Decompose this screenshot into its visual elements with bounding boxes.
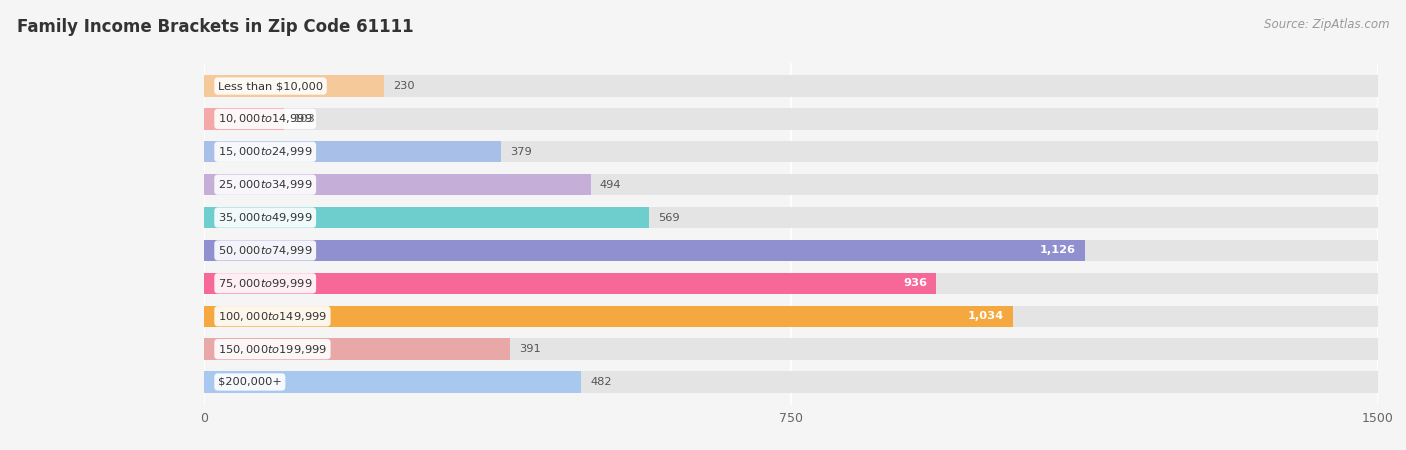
Text: $15,000 to $24,999: $15,000 to $24,999 [218, 145, 312, 158]
Text: 379: 379 [510, 147, 531, 157]
Bar [204, 306, 1014, 327]
Text: $200,000+: $200,000+ [218, 377, 281, 387]
Text: 1,126: 1,126 [1040, 245, 1076, 256]
Text: 936: 936 [903, 279, 927, 288]
Text: $35,000 to $49,999: $35,000 to $49,999 [218, 211, 312, 224]
Bar [204, 338, 1378, 360]
Text: 569: 569 [658, 212, 681, 223]
Bar [204, 108, 1378, 130]
Text: 1,034: 1,034 [967, 311, 1004, 321]
Text: $50,000 to $74,999: $50,000 to $74,999 [218, 244, 312, 257]
Text: 391: 391 [519, 344, 541, 354]
Bar [204, 174, 591, 195]
Text: $10,000 to $14,999: $10,000 to $14,999 [218, 112, 312, 126]
Bar [204, 306, 1378, 327]
Bar [204, 174, 1378, 195]
Text: Family Income Brackets in Zip Code 61111: Family Income Brackets in Zip Code 61111 [17, 18, 413, 36]
Bar [204, 240, 1378, 261]
Text: $75,000 to $99,999: $75,000 to $99,999 [218, 277, 312, 290]
Text: Less than $10,000: Less than $10,000 [218, 81, 323, 91]
Text: $100,000 to $149,999: $100,000 to $149,999 [218, 310, 328, 323]
Bar [204, 75, 384, 97]
Text: $150,000 to $199,999: $150,000 to $199,999 [218, 342, 328, 356]
Bar [204, 207, 1378, 228]
Bar [204, 273, 936, 294]
Bar [204, 141, 1378, 162]
Text: 230: 230 [394, 81, 415, 91]
Bar [204, 371, 1378, 393]
Text: 103: 103 [294, 114, 315, 124]
Bar [204, 371, 581, 393]
Bar [204, 240, 1085, 261]
Bar [204, 141, 501, 162]
Bar [204, 338, 510, 360]
Bar [204, 207, 650, 228]
Text: 482: 482 [591, 377, 612, 387]
Bar [204, 75, 1378, 97]
Text: 494: 494 [600, 180, 621, 189]
Text: $25,000 to $34,999: $25,000 to $34,999 [218, 178, 312, 191]
Bar [204, 273, 1378, 294]
Text: Source: ZipAtlas.com: Source: ZipAtlas.com [1264, 18, 1389, 31]
Bar [204, 108, 284, 130]
